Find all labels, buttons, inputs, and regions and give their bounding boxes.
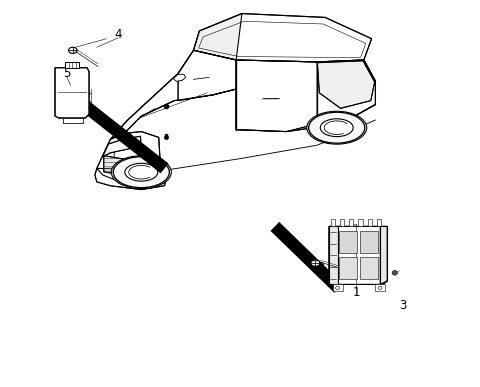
Polygon shape: [193, 14, 372, 62]
Polygon shape: [173, 74, 186, 81]
Polygon shape: [178, 14, 242, 74]
Polygon shape: [110, 50, 236, 139]
Polygon shape: [103, 136, 141, 157]
Bar: [333, 284, 343, 291]
Bar: [375, 284, 385, 291]
Bar: [339, 257, 357, 279]
Bar: [360, 257, 378, 279]
Polygon shape: [110, 60, 236, 147]
Ellipse shape: [69, 47, 77, 53]
Polygon shape: [178, 50, 236, 101]
Polygon shape: [329, 226, 387, 284]
Text: 4: 4: [114, 28, 122, 41]
Ellipse shape: [309, 112, 365, 143]
Polygon shape: [55, 68, 89, 118]
Polygon shape: [63, 118, 83, 123]
Text: 1: 1: [352, 286, 360, 299]
Bar: [349, 219, 353, 226]
Bar: [359, 219, 363, 226]
Polygon shape: [317, 61, 375, 108]
Polygon shape: [95, 168, 167, 190]
Ellipse shape: [307, 111, 367, 144]
Bar: [340, 219, 344, 226]
Bar: [377, 219, 381, 226]
Ellipse shape: [320, 119, 353, 137]
Text: 2: 2: [318, 260, 325, 274]
Polygon shape: [329, 226, 337, 284]
Ellipse shape: [311, 260, 320, 266]
Ellipse shape: [392, 271, 397, 275]
Text: 3: 3: [399, 299, 406, 312]
Polygon shape: [380, 226, 387, 284]
Text: 5: 5: [63, 67, 70, 80]
Bar: [331, 219, 335, 226]
Ellipse shape: [113, 157, 169, 188]
Polygon shape: [317, 60, 375, 124]
Polygon shape: [97, 132, 161, 182]
Polygon shape: [236, 60, 375, 132]
Polygon shape: [65, 62, 79, 68]
Ellipse shape: [125, 163, 158, 181]
Polygon shape: [104, 156, 148, 180]
Bar: [360, 231, 378, 252]
Bar: [368, 219, 372, 226]
Ellipse shape: [111, 156, 171, 188]
Polygon shape: [236, 60, 317, 132]
Bar: [339, 231, 357, 252]
